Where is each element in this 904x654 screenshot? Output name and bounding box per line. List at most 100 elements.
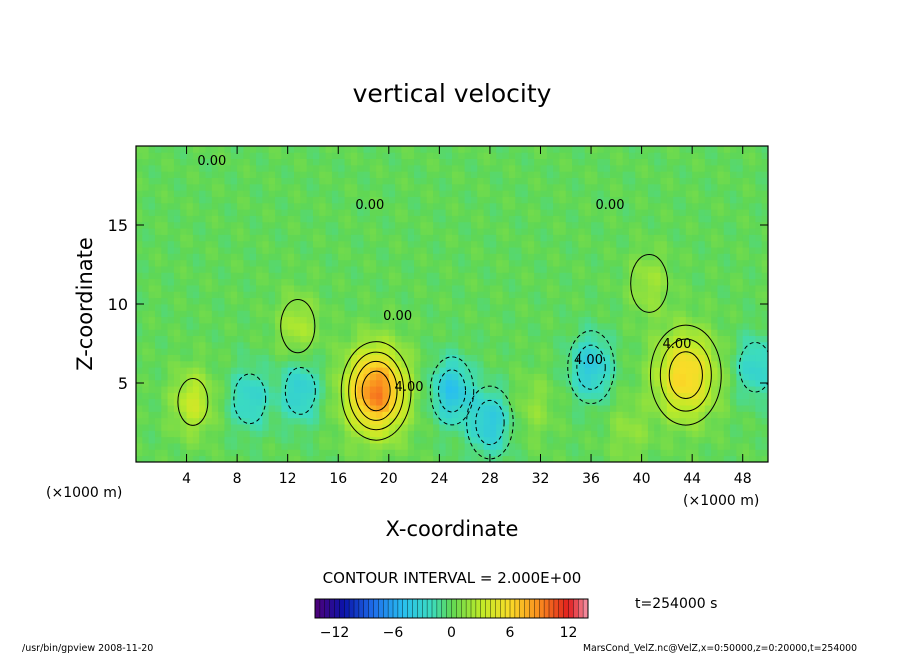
field-cell [679, 398, 687, 406]
field-cell [249, 202, 257, 210]
field-cell [685, 322, 693, 330]
field-cell [300, 247, 308, 254]
field-cell [540, 411, 548, 419]
field-cell [565, 329, 573, 336]
field-cell [489, 266, 497, 273]
field-cell [540, 247, 548, 254]
field-cell [433, 171, 440, 178]
field-cell [673, 259, 680, 267]
field-cell [742, 272, 750, 280]
field-cell [173, 329, 181, 336]
field-cell [635, 171, 642, 178]
field-cell [489, 386, 497, 393]
field-cell [654, 443, 661, 450]
field-cell [464, 348, 472, 355]
field-cell [458, 455, 466, 462]
field-cell [553, 341, 560, 349]
field-cell [205, 398, 213, 406]
field-cell [717, 253, 725, 261]
field-cell [401, 259, 409, 267]
field-cell [527, 202, 535, 210]
field-cell [192, 285, 200, 292]
field-cell [742, 228, 750, 235]
field-cell [173, 202, 181, 210]
field-cell [369, 253, 377, 261]
field-cell [742, 443, 750, 450]
field-cell [186, 253, 194, 261]
field-cell [161, 177, 168, 185]
field-cell [192, 297, 200, 305]
field-cell [559, 392, 567, 400]
field-cell [230, 398, 238, 406]
field-cell [350, 360, 358, 368]
field-cell [755, 316, 763, 324]
field-cell [540, 221, 548, 229]
field-cell [331, 316, 339, 324]
field-cell [736, 278, 744, 286]
field-cell [628, 171, 636, 178]
field-cell [603, 259, 611, 267]
field-cell [249, 417, 257, 425]
field-cell [142, 411, 150, 419]
field-cell [698, 411, 706, 419]
field-cell [154, 455, 162, 462]
field-cell [211, 152, 219, 160]
field-cell [319, 316, 326, 324]
field-cell [578, 171, 586, 178]
field-cell [730, 196, 737, 204]
field-cell [527, 430, 535, 438]
field-cell [477, 272, 484, 280]
field-cell [572, 221, 579, 229]
field-cell [685, 234, 693, 242]
field-cell [401, 436, 409, 444]
field-cell [167, 354, 175, 362]
field-cell [546, 386, 554, 393]
field-cell [641, 436, 649, 444]
field-cell [502, 221, 510, 229]
field-cell [173, 152, 181, 160]
field-cell [591, 329, 598, 336]
field-cell [237, 417, 244, 425]
field-cell [572, 146, 579, 153]
field-cell [420, 424, 428, 431]
field-cell [559, 436, 567, 444]
field-cell [578, 386, 586, 393]
field-cell [243, 424, 251, 431]
field-cell [742, 405, 750, 412]
field-cell [736, 455, 744, 462]
field-cell [584, 190, 592, 197]
field-cell [527, 221, 535, 229]
field-cell [407, 146, 415, 153]
field-cell [704, 164, 712, 172]
field-cell [603, 398, 611, 406]
field-cell [622, 164, 630, 172]
field-cell [635, 417, 642, 425]
field-cell [173, 247, 181, 254]
field-cell [350, 373, 358, 381]
field-cell [211, 221, 219, 229]
field-cell [603, 310, 611, 318]
field-cell [426, 348, 434, 355]
field-cell [628, 430, 636, 438]
field-cell [515, 234, 522, 242]
field-cell [148, 348, 156, 355]
field-cell [654, 398, 661, 406]
field-cell [666, 304, 674, 311]
field-cell [565, 354, 573, 362]
field-cell [281, 291, 289, 299]
field-cell [218, 304, 225, 311]
field-cell [572, 240, 579, 248]
field-cell [395, 411, 402, 419]
field-cell [704, 348, 712, 355]
field-cell [635, 146, 642, 153]
field-cell [502, 177, 510, 185]
field-cell [597, 417, 605, 425]
field-cell [344, 196, 352, 204]
field-cell [515, 329, 522, 336]
field-cell [167, 411, 175, 419]
field-cell [673, 335, 680, 343]
field-cell [401, 278, 409, 286]
field-cell [628, 240, 636, 248]
field-cell [439, 341, 447, 349]
field-cell [344, 386, 352, 393]
